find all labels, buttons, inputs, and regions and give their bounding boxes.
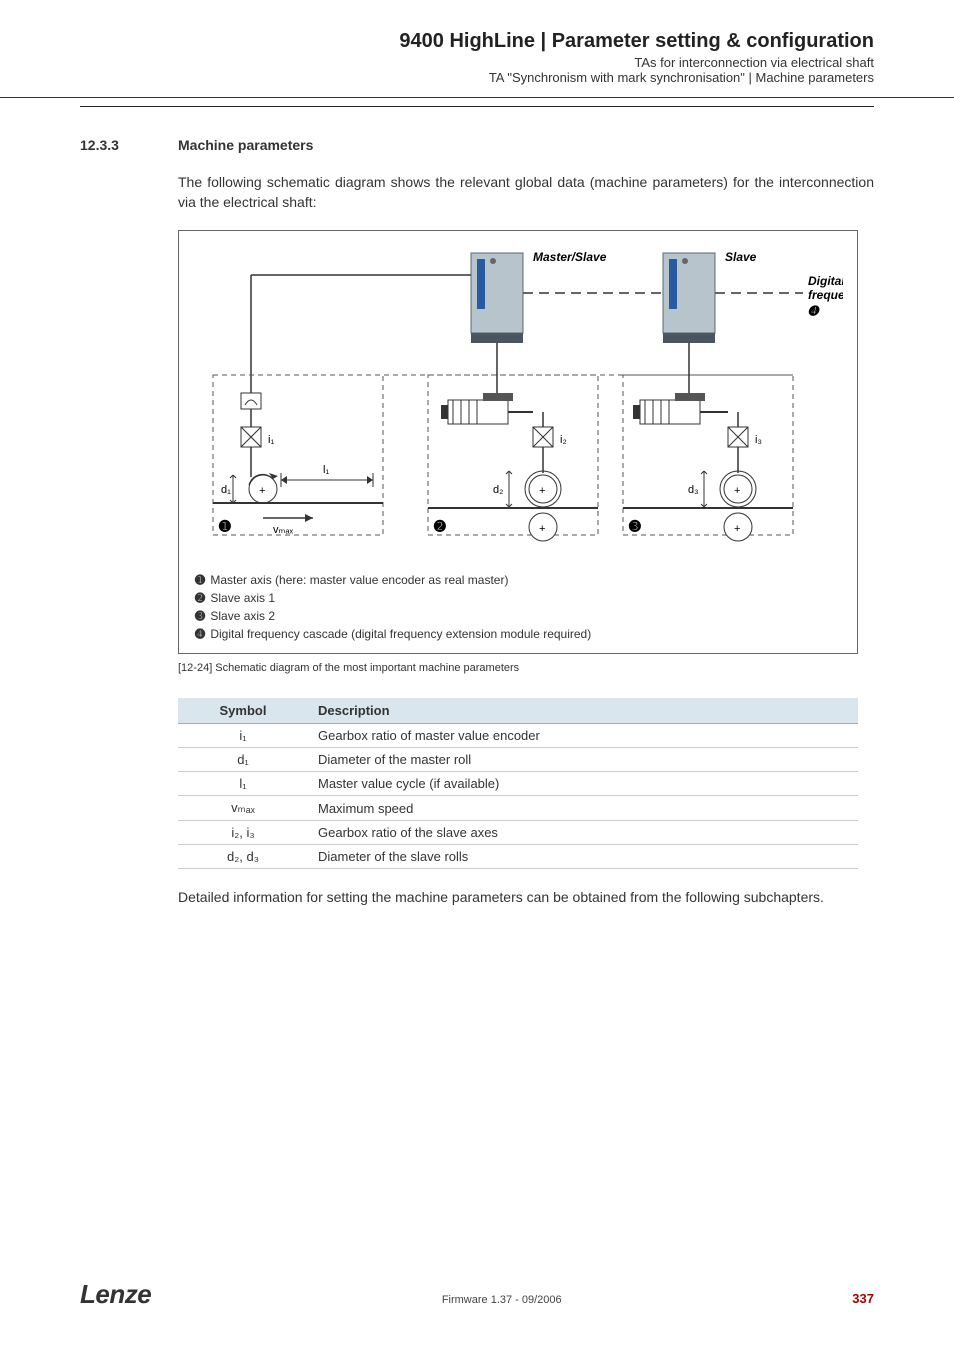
label-master-slave: Master/Slave <box>533 250 607 264</box>
legend-num: ➌ <box>193 607 207 625</box>
legend-text: Digital frequency cascade (digital frequ… <box>210 627 591 641</box>
firmware-text: Firmware 1.37 - 09/2006 <box>442 1294 562 1306</box>
legend-num: ➋ <box>193 589 207 607</box>
table-row: d₁Diameter of the master roll <box>178 748 858 772</box>
outro-text: Detailed information for setting the mac… <box>178 887 858 908</box>
device-master-slave: Master/Slave <box>471 250 607 343</box>
section-intro: The following schematic diagram shows th… <box>178 173 874 212</box>
svg-text:+: + <box>734 485 740 497</box>
label-d3: d₃ <box>688 484 699 496</box>
header-sub-1: TAs for interconnection via electrical s… <box>80 55 874 70</box>
cell-desc: Gearbox ratio of master value encoder <box>308 724 858 748</box>
legend-row: ➋ Slave axis 1 <box>193 589 843 607</box>
circled-4-icon: ➍ <box>808 304 820 318</box>
table-row: i₁Gearbox ratio of master value encoder <box>178 724 858 748</box>
label-i2: i₂ <box>560 434 567 446</box>
svg-text:+: + <box>734 523 740 535</box>
cell-symbol: i₁ <box>178 724 308 748</box>
table-row: i₂, i₃Gearbox ratio of the slave axes <box>178 821 858 845</box>
cell-desc: Gearbox ratio of the slave axes <box>308 821 858 845</box>
legend-row: ➍ Digital frequency cascade (digital fre… <box>193 625 843 643</box>
page-number: 337 <box>852 1291 874 1306</box>
table-row: vₘₐₓMaximum speed <box>178 796 858 821</box>
page-footer: Lenze Firmware 1.37 - 09/2006 337 <box>80 1279 874 1310</box>
figure-caption: [12-24] Schematic diagram of the most im… <box>178 662 874 674</box>
parameter-table-wrap: Symbol Description i₁Gearbox ratio of ma… <box>178 698 858 869</box>
section-heading-row: 12.3.3 Machine parameters <box>80 137 874 153</box>
label-digital-freq-2: frequency <box>808 288 843 302</box>
label-vmax: vₘₐₓ <box>273 524 293 536</box>
label-d1: d₁ <box>221 484 231 496</box>
cell-desc: Maximum speed <box>308 796 858 821</box>
cell-desc: Master value cycle (if available) <box>308 772 858 796</box>
legend-row: ➊ Master axis (here: master value encode… <box>193 571 843 589</box>
label-i3: i₃ <box>755 434 762 446</box>
label-digital-freq-1: Digital <box>808 274 843 288</box>
circled-2-icon: ➋ <box>433 518 446 534</box>
legend-num: ➍ <box>193 625 207 643</box>
th-description: Description <box>308 698 858 724</box>
section-title: Machine parameters <box>178 137 313 153</box>
schematic-svg-wrap: Master/Slave Slave Digital frequency ➍ <box>193 245 843 565</box>
cell-desc: Diameter of the slave rolls <box>308 845 858 869</box>
legend-text: Slave axis 1 <box>210 591 275 605</box>
cell-symbol: d₂, d₃ <box>178 845 308 869</box>
cell-symbol: i₂, i₃ <box>178 821 308 845</box>
svg-text:+: + <box>259 485 265 497</box>
label-l1: l₁ <box>323 464 329 476</box>
header-sub-2: TA "Synchronism with mark synchronisatio… <box>80 70 874 85</box>
circled-3-icon: ➌ <box>628 518 641 534</box>
legend-num: ➊ <box>193 571 207 589</box>
label-i1: i₁ <box>268 434 274 446</box>
slave-axis-2-group: i₃ + d₃ + ➌ <box>623 343 793 541</box>
svg-text:+: + <box>539 523 545 535</box>
content-area: 12.3.3 Machine parameters The following … <box>0 107 954 908</box>
th-symbol: Symbol <box>178 698 308 724</box>
cell-desc: Diameter of the master roll <box>308 748 858 772</box>
brand-logo: Lenze <box>80 1279 151 1310</box>
circled-1-icon: ➊ <box>218 518 231 534</box>
legend-text: Master axis (here: master value encoder … <box>210 573 508 587</box>
slave-axis-1-group: i₂ + d₂ + ➋ <box>428 343 598 541</box>
table-row: l₁Master value cycle (if available) <box>178 772 858 796</box>
schematic-diagram-box: Master/Slave Slave Digital frequency ➍ <box>178 230 858 654</box>
svg-text:+: + <box>539 485 545 497</box>
doc-title: 9400 HighLine | Parameter setting & conf… <box>80 30 874 53</box>
device-slave: Slave <box>663 250 757 343</box>
page-header: 9400 HighLine | Parameter setting & conf… <box>0 0 954 98</box>
legend-text: Slave axis 2 <box>210 609 275 623</box>
cell-symbol: l₁ <box>178 772 308 796</box>
legend-row: ➌ Slave axis 2 <box>193 607 843 625</box>
master-axis-group: i₁ + d₁ l₁ <box>213 393 383 536</box>
label-slave: Slave <box>725 250 757 264</box>
label-d2: d₂ <box>493 484 503 496</box>
diagram-legend: ➊ Master axis (here: master value encode… <box>193 571 843 643</box>
table-row: d₂, d₃Diameter of the slave rolls <box>178 845 858 869</box>
schematic-svg: Master/Slave Slave Digital frequency ➍ <box>193 245 843 565</box>
parameter-table: Symbol Description i₁Gearbox ratio of ma… <box>178 698 858 869</box>
cell-symbol: d₁ <box>178 748 308 772</box>
cell-symbol: vₘₐₓ <box>178 796 308 821</box>
section-number: 12.3.3 <box>80 137 150 153</box>
